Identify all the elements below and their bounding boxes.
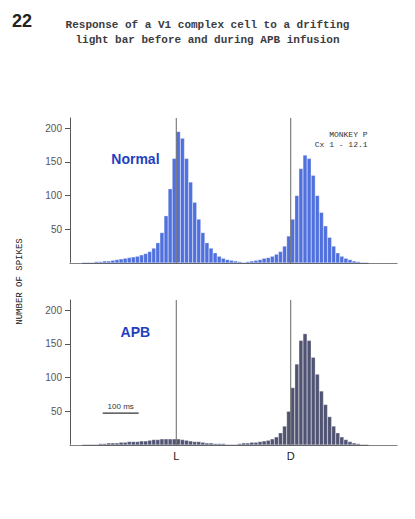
svg-text:22: 22 — [12, 11, 32, 31]
svg-text:100: 100 — [45, 190, 62, 201]
svg-text:D: D — [287, 450, 295, 462]
svg-text:50: 50 — [51, 406, 63, 417]
svg-text:MONKEY P: MONKEY P — [329, 130, 368, 139]
svg-text:APB: APB — [121, 324, 151, 340]
svg-text:light bar before and during AP: light bar before and during APB infusion — [75, 34, 339, 46]
svg-text:200: 200 — [45, 305, 62, 316]
svg-text:150: 150 — [45, 156, 62, 167]
svg-text:200: 200 — [45, 123, 62, 134]
svg-text:Response of a V1 complex cell: Response of a V1 complex cell to a drift… — [66, 19, 350, 31]
svg-text:100: 100 — [45, 372, 62, 383]
svg-text:NUMBER OF SPIKES: NUMBER OF SPIKES — [15, 238, 25, 324]
svg-text:Cx 1 - 12.1: Cx 1 - 12.1 — [315, 140, 368, 149]
svg-text:L: L — [173, 450, 179, 462]
svg-text:50: 50 — [51, 224, 63, 235]
svg-text:Normal: Normal — [111, 151, 159, 167]
svg-text:100 ms: 100 ms — [108, 402, 134, 411]
svg-text:150: 150 — [45, 338, 62, 349]
